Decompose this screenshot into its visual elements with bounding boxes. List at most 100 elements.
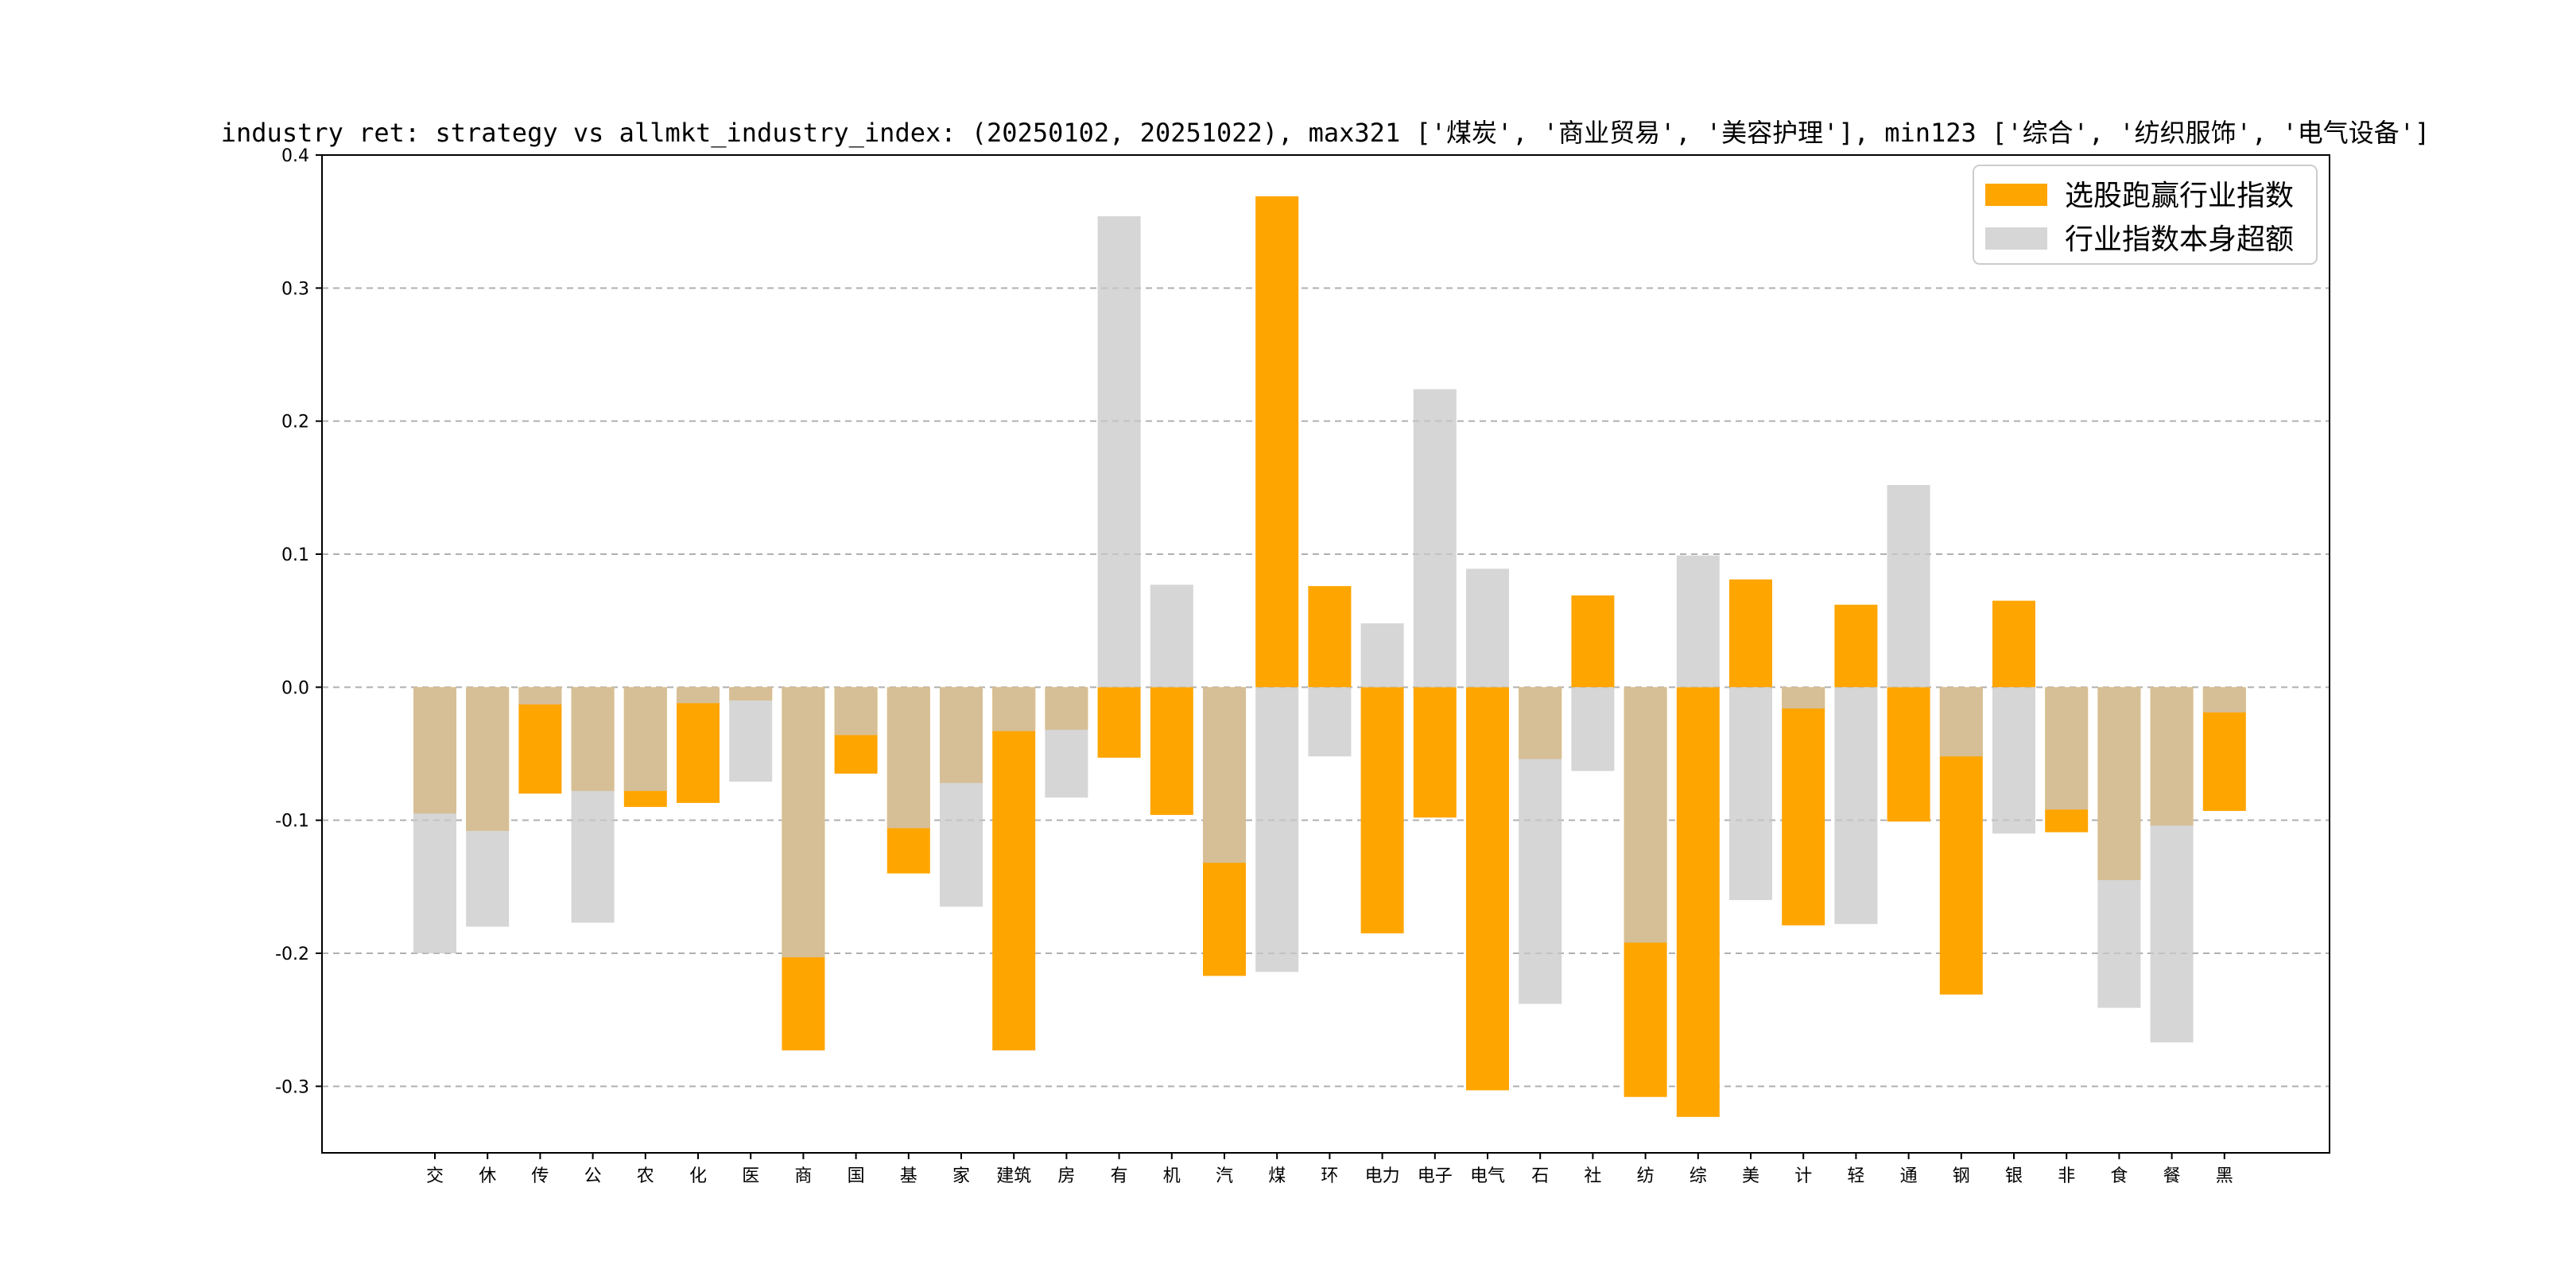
y-tick-label: 0.0 [281,678,309,698]
bar-industry [571,687,615,923]
x-tick-label: 计 [1794,1166,1812,1186]
bar-industry [1939,687,1983,757]
bar-strategy [1413,687,1457,818]
y-tick-label: -0.3 [275,1077,309,1097]
legend-label-strategy: 选股跑赢行业指数 [2065,180,2294,212]
bar-strategy [1887,687,1930,822]
x-tick-label: 社 [1584,1166,1601,1186]
x-tick-label: 电力 [1365,1166,1400,1186]
x-tick-label: 房 [1057,1166,1075,1186]
bar-industry [466,687,510,927]
bar-industry [1466,568,1509,688]
x-tick-label: 轻 [1847,1166,1864,1186]
bar-industry [886,687,930,828]
chart-title: industry ret: strategy vs allmkt_industr… [221,118,2431,148]
bar-industry [1624,687,1667,943]
x-tick-label: 化 [689,1166,707,1186]
x-tick-label: 美 [1742,1166,1759,1186]
bar-strategy [1150,687,1193,815]
bar-strategy [1255,196,1299,688]
bar-industry [1887,484,1930,688]
bars [413,196,2246,1117]
x-tick-label: 医 [742,1166,759,1186]
bar-industry [782,687,825,958]
bar-industry [623,687,667,791]
bar-strategy [677,687,720,803]
legend-box [1973,165,2318,265]
x-tick-label: 农 [637,1166,654,1186]
y-tick-label: -0.1 [275,812,309,832]
x-tick-label: 通 [1900,1166,1918,1186]
x-tick-label: 商 [794,1166,812,1186]
bar-industry [729,687,773,782]
y-tick-label: 0.2 [281,413,309,433]
x-tick-label: 公 [584,1166,602,1186]
bar-strategy [1992,600,2035,688]
bar-industry [1097,215,1141,688]
x-tick-label: 机 [1163,1166,1181,1186]
x-tick-label: 银 [2005,1166,2023,1186]
y-axis: -0.3 -0.2 -0.1 0.0 0.1 0.2 0.3 0.4 [275,146,322,1097]
x-tick-label: 建筑 [996,1166,1031,1186]
bar-industry [834,687,878,735]
bar-industry [1360,623,1404,688]
bar-industry [1203,687,1246,863]
x-tick-label: 综 [1690,1166,1707,1186]
bar-industry [1992,687,2035,834]
legend: 选股跑赢行业指数 行业指数本身超额 [1973,165,2318,265]
bar-industry [2202,687,2246,713]
x-tick-label: 石 [1531,1166,1549,1186]
bar-industry [1782,687,1825,709]
bar-strategy [1308,586,1352,688]
plot-frame [321,154,2330,1154]
bar-industry [1571,687,1615,771]
legend-swatch-industry [1985,227,2047,250]
x-tick-label: 钢 [1953,1166,1970,1186]
bar-industry [1519,687,1562,1004]
bar-strategy [518,687,562,794]
x-tick-label: 汽 [1216,1166,1233,1186]
x-tick-label: 环 [1321,1166,1338,1186]
bar-industry [2150,687,2194,1043]
x-tick-label: 交 [426,1166,444,1186]
bar-industry [940,687,983,907]
bar-industry [1676,555,1720,688]
x-tick-label: 国 [848,1166,865,1186]
bar-strategy [992,687,1036,1051]
x-tick-label: 电气 [1470,1166,1505,1186]
x-tick-label: 有 [1111,1166,1128,1186]
x-tick-label: 基 [900,1166,918,1186]
bar-industry [1308,687,1352,757]
x-tick-label: 餐 [2163,1166,2181,1186]
x-tick-label: 家 [952,1166,970,1186]
bar-industry [413,687,456,953]
x-tick-label: 纺 [1637,1166,1655,1186]
bar-industry [992,687,1036,731]
x-tick-label: 休 [479,1166,496,1186]
bar-industry [1045,687,1088,798]
y-tick-label: 0.1 [281,545,309,565]
bar-strategy [1571,595,1615,688]
bar-industry [518,687,562,705]
x-tick-label: 电子 [1418,1166,1453,1186]
y-tick-label: 0.4 [281,146,309,166]
legend-label-industry: 行业指数本身超额 [2065,223,2294,256]
bar-industry [1150,584,1193,688]
bar-industry [1729,687,1772,901]
bar-strategy [1466,687,1509,1091]
x-tick-label: 传 [531,1166,549,1186]
legend-swatch-strategy [1985,184,2047,206]
x-tick-label: 非 [2058,1166,2075,1186]
bar-strategy [1834,604,1878,688]
bar-strategy [1360,687,1404,933]
bar-strategy [1782,687,1825,925]
x-tick-label: 煤 [1268,1166,1286,1186]
bar-strategy [1097,687,1141,758]
y-tick-label: -0.2 [275,945,309,964]
bar-strategy [1729,579,1772,688]
x-axis: 交 休 传 公 农 化 医 商 国 基 家 建筑 房 有 机 汽 煤 环 电力 电子 电气 石 社 纺 综 美 计 轻 通 钢 银 非 食 餐 黑 [426,1153,2233,1186]
bar-industry [2045,687,2089,810]
bar-industry [677,687,720,704]
bar-industry [1413,389,1457,688]
